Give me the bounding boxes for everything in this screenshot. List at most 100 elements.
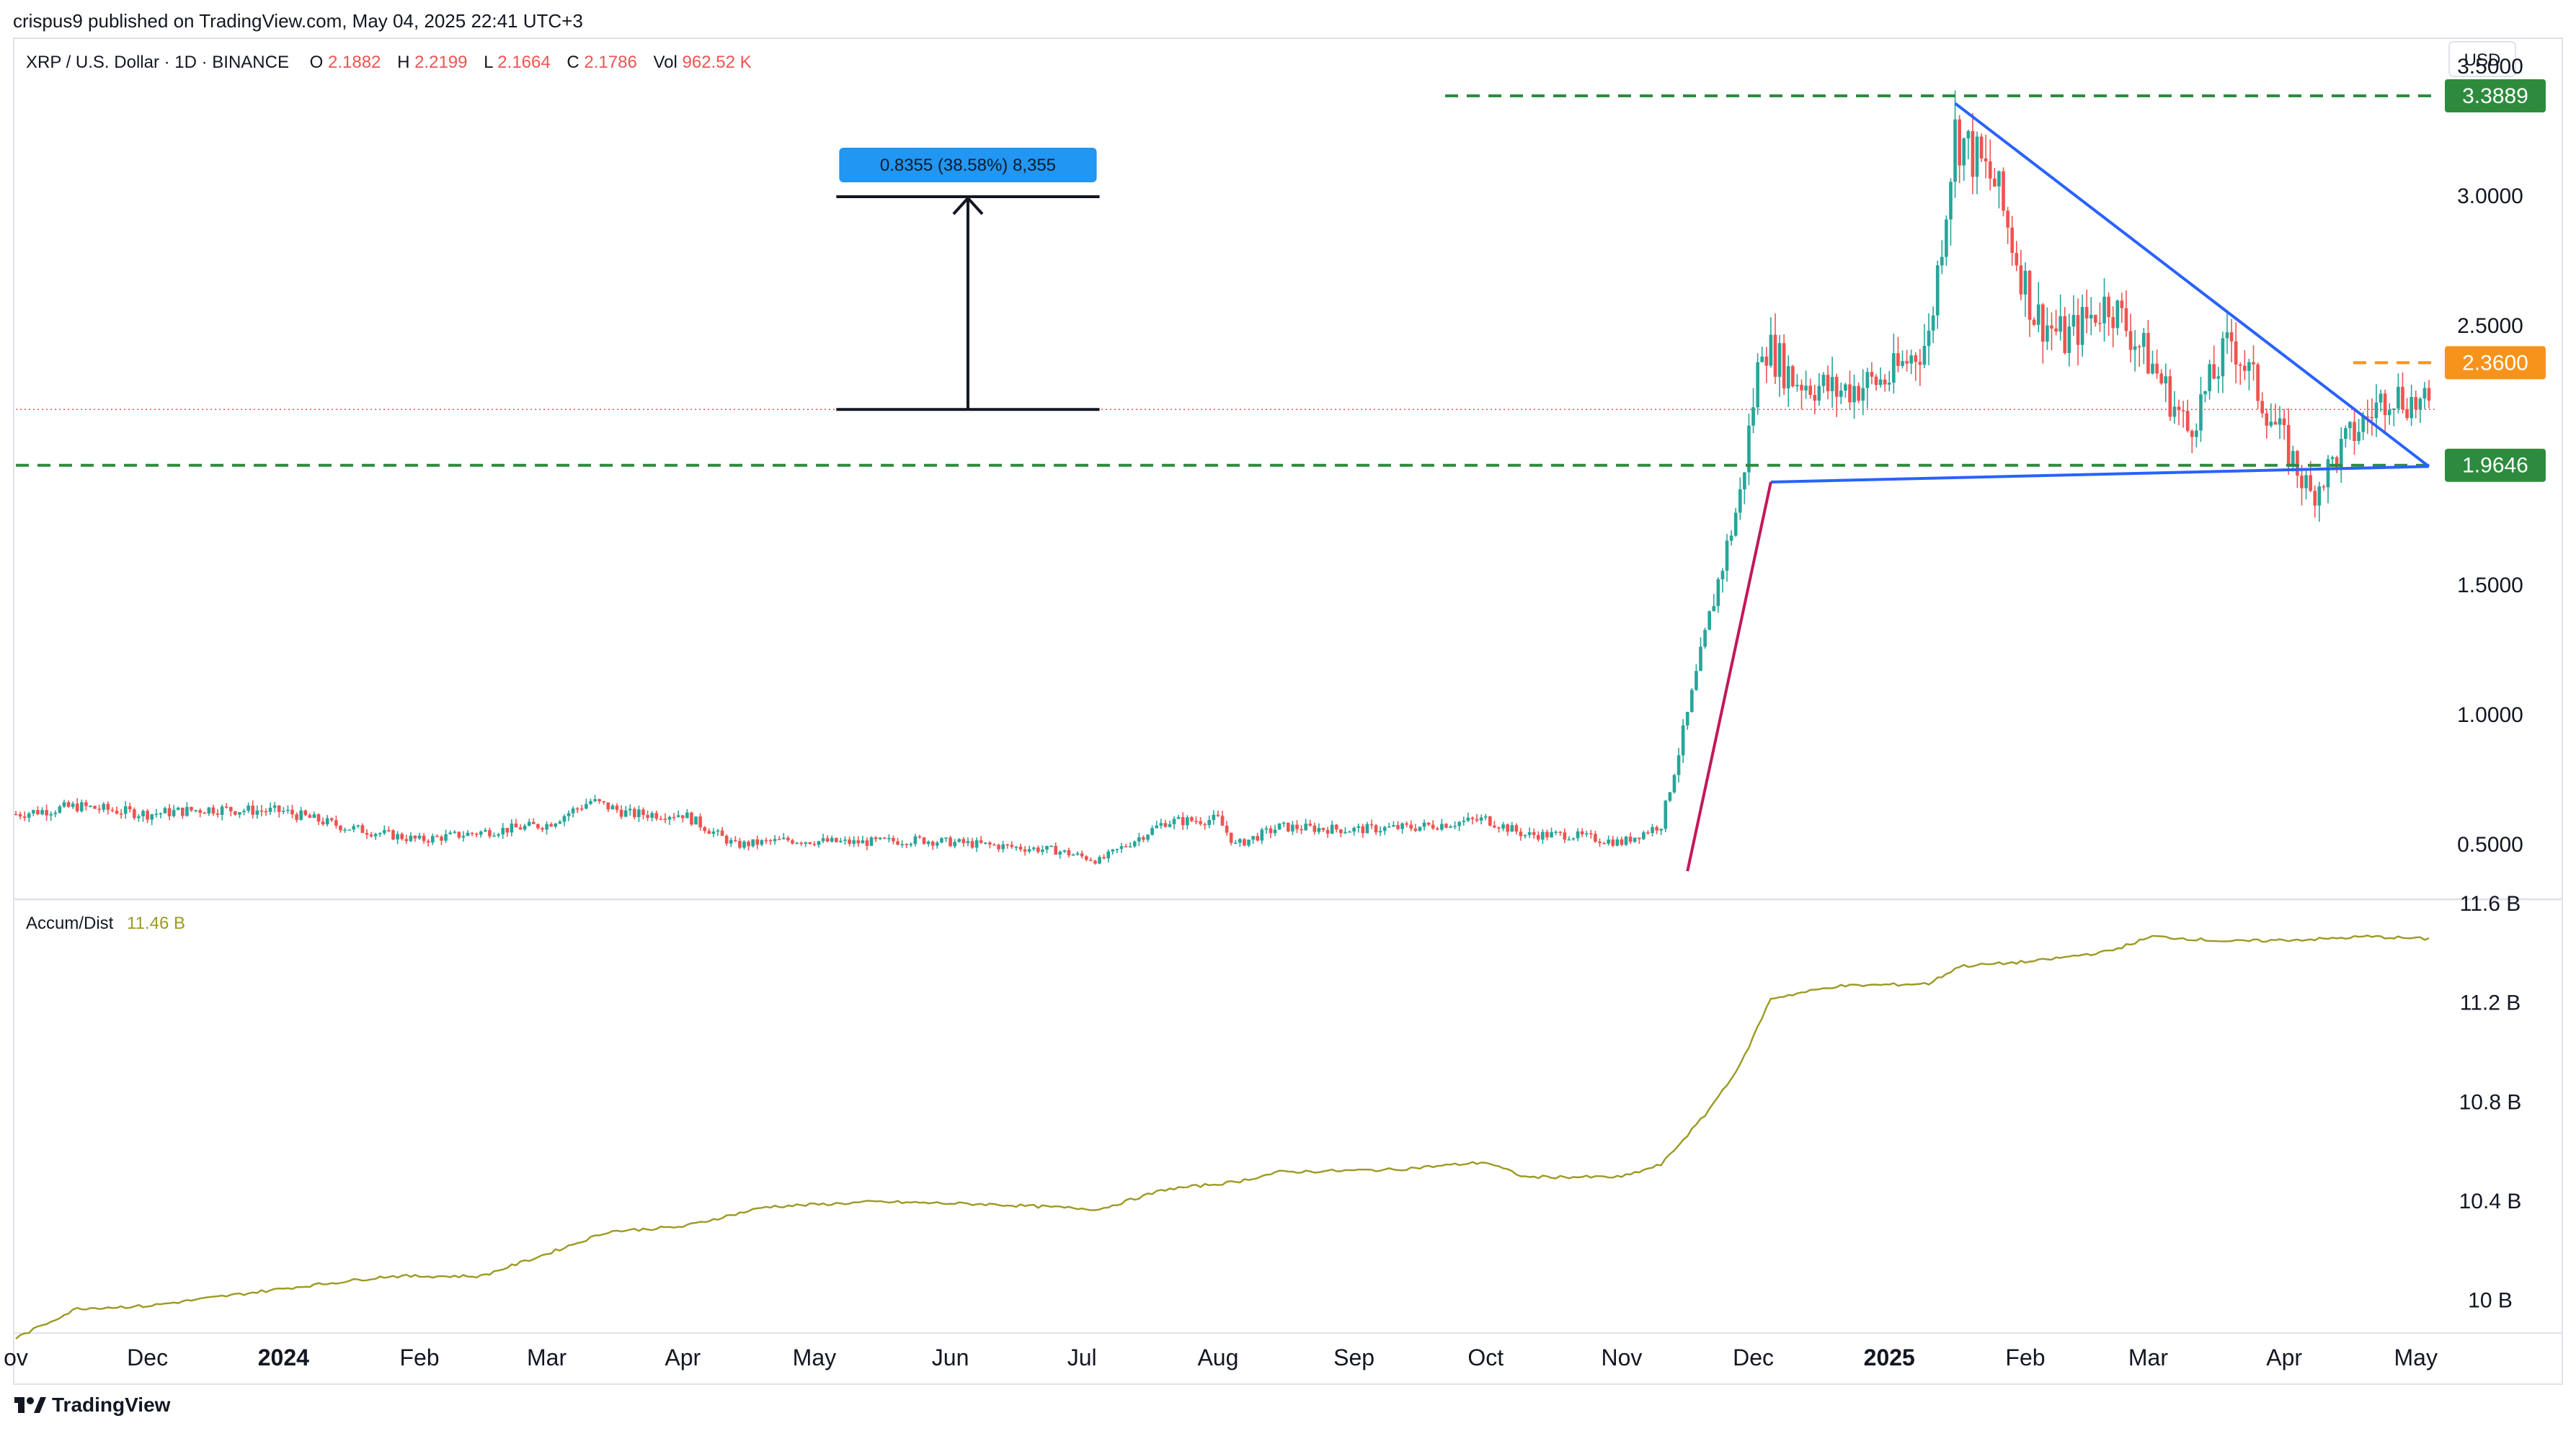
candle-body [79,802,84,811]
candle-body [1321,828,1325,830]
candle-body [848,839,851,844]
candle-body [2133,346,2137,350]
volume-value: 962.52 K [683,53,752,72]
currency-button[interactable] [2448,41,2516,77]
candle-body [983,842,987,844]
candle-body [264,811,268,813]
price-badge-label: 1.9646 [2462,454,2528,478]
candle-body [1010,844,1014,847]
candle-body [1830,377,1834,391]
candle-body [545,824,548,830]
candle-body [1435,828,1439,830]
candle-body [1681,725,1685,756]
candle-body [1510,825,1514,832]
candle-body [146,811,149,820]
candle-body [40,810,44,815]
candle-body [1545,832,1549,838]
time-tick-label: Feb [2005,1345,2045,1370]
candle-body [878,837,882,839]
candle-body [1901,361,1904,366]
candle-body [2401,386,2404,409]
candle-body [497,834,500,836]
candle-body [2330,457,2335,460]
candle-body [1615,839,1620,846]
candle-body [185,806,189,816]
candle-body [1300,829,1303,831]
candle-body [602,801,606,803]
candle-body [1317,828,1321,832]
candle-body [1054,845,1057,855]
candle-body [1159,823,1163,826]
candle-body [944,837,948,839]
candle-body [2383,393,2387,416]
candle-body [2124,308,2128,331]
high-label: H [397,53,409,72]
candle-body [2348,422,2352,429]
candle-body [900,844,904,846]
candle-body [865,840,869,846]
candle-body [659,819,663,820]
candle-body [299,810,303,820]
candle-body [953,842,956,847]
candle-body [1233,842,1238,844]
candle-body [18,813,22,817]
candle-body [1725,540,1729,571]
candle-body [1852,385,1856,403]
candle-body [2273,422,2278,425]
candle-body [2054,328,2058,332]
candle-body [448,832,452,834]
candle-body [356,825,360,826]
candle-body [1027,849,1031,852]
candle-body [830,837,834,842]
candle-body [690,812,693,825]
candle-body [2195,430,2198,437]
candle-body [1800,385,1803,391]
candle-body [365,832,369,835]
candle-body [1527,832,1532,835]
candle-body [1277,823,1282,830]
candle-body [1536,834,1540,840]
candle-body [808,842,812,844]
candle-body [211,807,216,814]
candle-body [234,811,237,815]
candle-body [1550,832,1553,838]
tradingview-logo[interactable]: TradingView [14,1394,170,1417]
candle-body [760,840,764,845]
candle-body [1176,817,1181,819]
candle-body [2260,401,2264,414]
price-tick-label: 1.0000 [2457,703,2523,727]
candle-body [1199,821,1202,824]
candle-body [2002,171,2005,211]
candle-body [1295,824,1299,829]
candle-body [2041,304,2045,342]
candle-body [181,807,185,816]
time-tick-label: ov [4,1345,28,1370]
candle-body [404,839,409,842]
svg-text:XRP / U.S. Dollar · 1D · BINAN: XRP / U.S. Dollar · 1D · BINANCE O 2.188… [26,53,752,72]
time-tick-label: 2025 [1864,1345,1915,1370]
candle-body [1382,826,1387,832]
candle-body [2067,326,2071,353]
candle-body [58,806,62,813]
candle-body [593,799,597,801]
candle-body [2427,388,2431,401]
candle-body [1264,828,1269,830]
candle-body [663,819,667,820]
candle-body [514,823,518,828]
candle-body [360,825,365,833]
candle-body [764,840,768,842]
candle-body [470,832,474,834]
candle-body [1256,836,1260,841]
candle-body [598,799,601,802]
candle-body [1005,844,1010,846]
candle-body [1339,829,1343,834]
candle-body [747,842,750,847]
candle-body [1172,819,1176,824]
ad-tick-label: 11.2 B [2460,991,2521,1015]
candle-body [1163,823,1168,827]
time-tick-label: Feb [399,1345,439,1370]
candle-body [1418,826,1422,832]
candle-body [1571,838,1576,839]
candle-body [1488,816,1492,826]
